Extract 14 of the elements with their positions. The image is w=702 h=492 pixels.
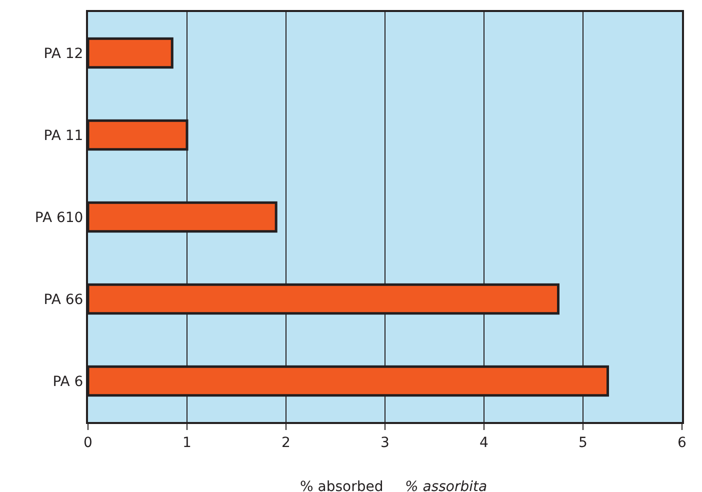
y-tick-label: PA 11 — [44, 128, 84, 144]
x-tick-label: 2 — [282, 434, 290, 451]
x-axis-title: % absorbed — [300, 479, 384, 492]
x-tick-label: 1 — [182, 434, 192, 451]
x-tick-label: 0 — [84, 434, 92, 451]
y-tick-label: PA 66 — [44, 292, 84, 308]
x-tick-label: 4 — [480, 434, 489, 451]
y-tick-label: PA 610 — [34, 210, 84, 226]
text: % assorbita — [405, 479, 488, 492]
x-tick-label: 6 — [678, 434, 687, 451]
x-tick-label: 5 — [578, 434, 588, 451]
x-tick-label: 3 — [380, 434, 390, 451]
y-tick-label: PA 6 — [52, 374, 84, 390]
y-tick-label: PA 12 — [44, 46, 84, 62]
